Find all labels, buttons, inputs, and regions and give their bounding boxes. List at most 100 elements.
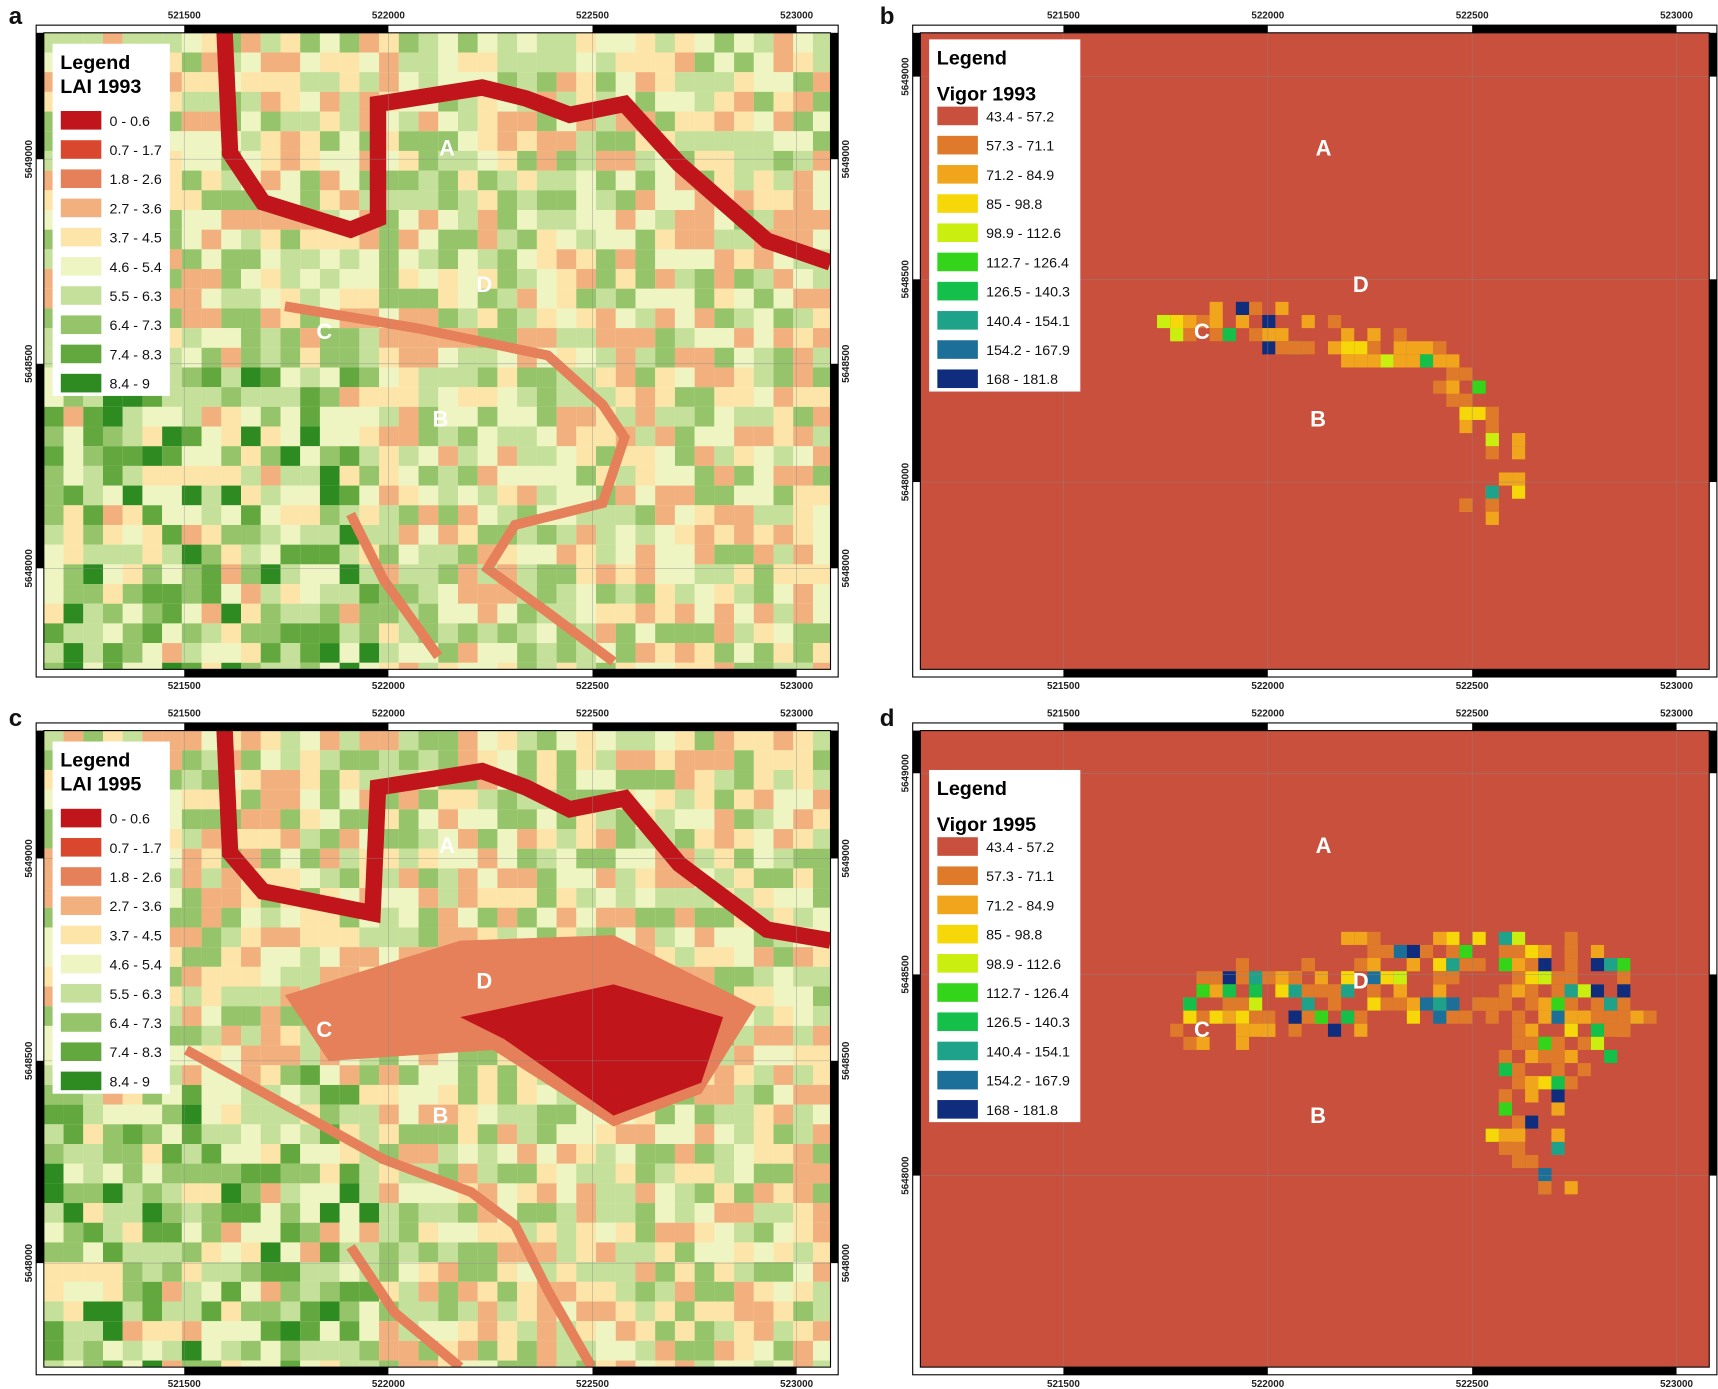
raster-cell	[655, 584, 675, 604]
raster-cell	[557, 72, 577, 92]
raster-cell	[714, 770, 734, 790]
raster-cell	[202, 171, 222, 191]
raster-cell	[261, 407, 281, 427]
raster-cell	[300, 829, 320, 849]
raster-cell	[142, 604, 162, 624]
raster-cell	[202, 1302, 222, 1322]
raster-cell	[813, 1026, 833, 1046]
raster-cell	[340, 112, 360, 132]
raster-cell	[44, 1321, 64, 1341]
raster-cell	[517, 908, 537, 928]
raster-cell	[635, 1203, 655, 1223]
raster-cell	[44, 407, 64, 427]
raster-cell	[379, 1124, 399, 1144]
raster-cell	[714, 466, 734, 486]
raster-cell	[517, 486, 537, 506]
raster-cell	[793, 584, 813, 604]
x-tick-label: 522500	[576, 681, 609, 692]
raster-cell	[1525, 1089, 1538, 1102]
raster-cell	[182, 525, 202, 545]
border-band	[831, 731, 839, 859]
raster-cell	[261, 308, 281, 328]
raster-cell	[261, 1164, 281, 1184]
raster-cell	[596, 731, 616, 751]
raster-cell	[813, 466, 833, 486]
raster-cell	[300, 131, 320, 151]
raster-cell	[557, 750, 577, 770]
raster-cell	[616, 33, 636, 53]
raster-cell	[675, 1321, 695, 1341]
raster-cell	[517, 33, 537, 53]
raster-cell	[557, 888, 577, 908]
raster-cell	[478, 1302, 498, 1322]
border-band	[831, 1061, 839, 1263]
x-tick-label: 521500	[168, 11, 201, 22]
raster-cell	[221, 1341, 241, 1361]
raster-cell	[320, 171, 340, 191]
raster-cell	[320, 466, 340, 486]
raster-cell	[1433, 341, 1446, 354]
raster-cell	[1486, 486, 1499, 499]
raster-cell	[64, 545, 84, 565]
raster-cell	[734, 486, 754, 506]
raster-cell	[793, 1302, 813, 1322]
raster-cell	[241, 348, 261, 368]
raster-cell	[813, 210, 833, 230]
raster-cell	[635, 190, 655, 210]
raster-cell	[497, 1361, 517, 1381]
raster-cell	[813, 269, 833, 289]
raster-cell	[497, 1144, 517, 1164]
raster-cell	[655, 92, 675, 112]
raster-cell	[320, 249, 340, 269]
raster-cell	[497, 809, 517, 829]
raster-cell	[458, 190, 478, 210]
raster-cell	[202, 1341, 222, 1361]
raster-cell	[734, 1262, 754, 1282]
raster-cell	[1196, 984, 1209, 997]
raster-cell	[576, 308, 596, 328]
raster-cell	[813, 348, 833, 368]
raster-cell	[1512, 446, 1525, 459]
raster-cell	[1486, 1129, 1499, 1142]
raster-cell	[1289, 971, 1302, 984]
raster-cell	[320, 1203, 340, 1223]
raster-cell	[497, 604, 517, 624]
raster-cell	[438, 348, 458, 368]
legend-heading: Legend	[937, 48, 1007, 70]
raster-cell	[83, 1164, 103, 1184]
raster-cell	[399, 112, 419, 132]
figure: 5215005215005220005220005225005225005230…	[0, 0, 1718, 1389]
raster-cell	[458, 1282, 478, 1302]
raster-cell	[478, 1105, 498, 1125]
raster-cell	[261, 1105, 281, 1125]
raster-cell	[813, 289, 833, 309]
raster-cell	[616, 131, 636, 151]
raster-cell	[182, 809, 202, 829]
raster-cell	[241, 230, 261, 250]
legend-label: 7.4 - 8.3	[110, 1045, 162, 1061]
raster-cell	[714, 249, 734, 269]
raster-cell	[478, 1262, 498, 1282]
raster-cell	[241, 584, 261, 604]
raster-cell	[675, 643, 695, 663]
raster-cell	[517, 829, 537, 849]
raster-cell	[458, 446, 478, 466]
raster-cell	[793, 92, 813, 112]
raster-cell	[280, 387, 300, 407]
raster-cell	[734, 750, 754, 770]
raster-cell	[1604, 1011, 1617, 1024]
raster-cell	[734, 525, 754, 545]
raster-cell	[1565, 984, 1578, 997]
raster-cell	[813, 407, 833, 427]
raster-cell	[635, 1262, 655, 1282]
y-tick-label: 5648500	[841, 1041, 852, 1080]
raster-cell	[1367, 971, 1380, 984]
raster-cell	[497, 52, 517, 72]
legend-label: 43.4 - 57.2	[986, 109, 1054, 125]
raster-cell	[280, 643, 300, 663]
raster-cell	[596, 1124, 616, 1144]
raster-cell	[655, 328, 675, 348]
raster-cell	[1433, 381, 1446, 394]
raster-cell	[419, 348, 439, 368]
raster-cell	[774, 308, 794, 328]
